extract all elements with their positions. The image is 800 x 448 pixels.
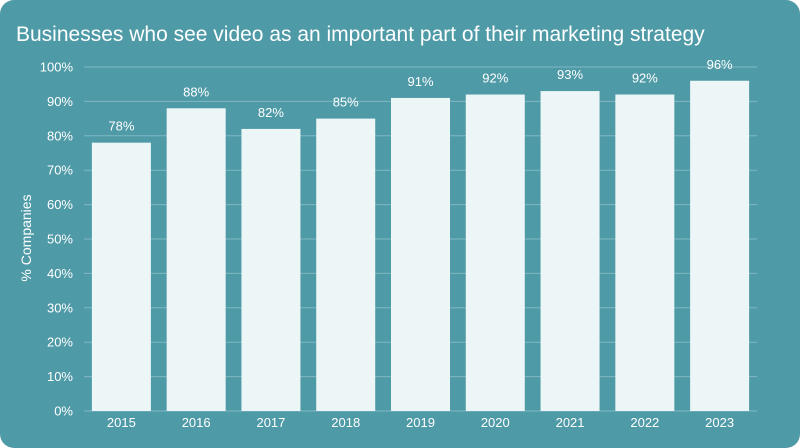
bar-2023	[690, 80, 750, 411]
bar-2022	[615, 94, 675, 412]
x-axis-ticks: 2015 2016 2017 2018 2019 2020 2021 2022 2023	[107, 415, 734, 430]
y-tick-label: 70%	[47, 163, 73, 178]
y-tick-label: 10%	[47, 369, 73, 384]
x-tick-label: 2018	[331, 415, 360, 430]
data-label: 78%	[108, 119, 134, 134]
x-tick-label: 2015	[107, 415, 136, 430]
bar-2015	[91, 142, 151, 411]
bar-2018	[316, 118, 376, 411]
y-tick-label: 30%	[47, 300, 73, 315]
data-labels: 78% 88% 82% 85% 91% 92% 93% 92% 96%	[108, 57, 733, 134]
y-tick-label: 90%	[47, 94, 73, 109]
data-label: 92%	[482, 71, 508, 86]
x-tick-label: 2017	[256, 415, 285, 430]
data-label: 96%	[707, 57, 733, 72]
data-label: 92%	[632, 71, 658, 86]
y-tick-label: 100%	[40, 60, 74, 75]
data-label: 91%	[407, 74, 433, 89]
y-tick-label: 60%	[47, 197, 73, 212]
bar-2019	[391, 97, 450, 412]
x-tick-label: 2019	[406, 415, 435, 430]
bar-2020	[465, 94, 525, 412]
y-tick-label: 50%	[47, 232, 73, 247]
y-tick-label: 20%	[47, 335, 73, 350]
x-tick-label: 2021	[556, 415, 585, 430]
data-label: 93%	[557, 67, 583, 82]
bar-2021	[540, 91, 600, 411]
y-tick-label: 0%	[54, 404, 73, 419]
y-axis-ticks: 0% 10% 20% 30% 40% 50% 60% 70% 80% 90% 100%	[40, 60, 74, 419]
x-tick-label: 2023	[705, 415, 734, 430]
bars	[91, 80, 750, 412]
data-label: 88%	[183, 84, 209, 99]
y-tick-label: 40%	[47, 266, 73, 281]
x-tick-label: 2016	[182, 415, 211, 430]
chart-title: Businesses who see video as an important…	[16, 23, 705, 46]
data-label: 85%	[333, 95, 359, 110]
bar-2017	[241, 128, 301, 412]
x-tick-label: 2020	[481, 415, 510, 430]
bar-2016	[166, 108, 226, 411]
y-axis-title: % Companies	[18, 194, 34, 281]
data-label: 82%	[258, 105, 284, 120]
y-tick-label: 80%	[47, 128, 73, 143]
x-tick-label: 2022	[630, 415, 659, 430]
